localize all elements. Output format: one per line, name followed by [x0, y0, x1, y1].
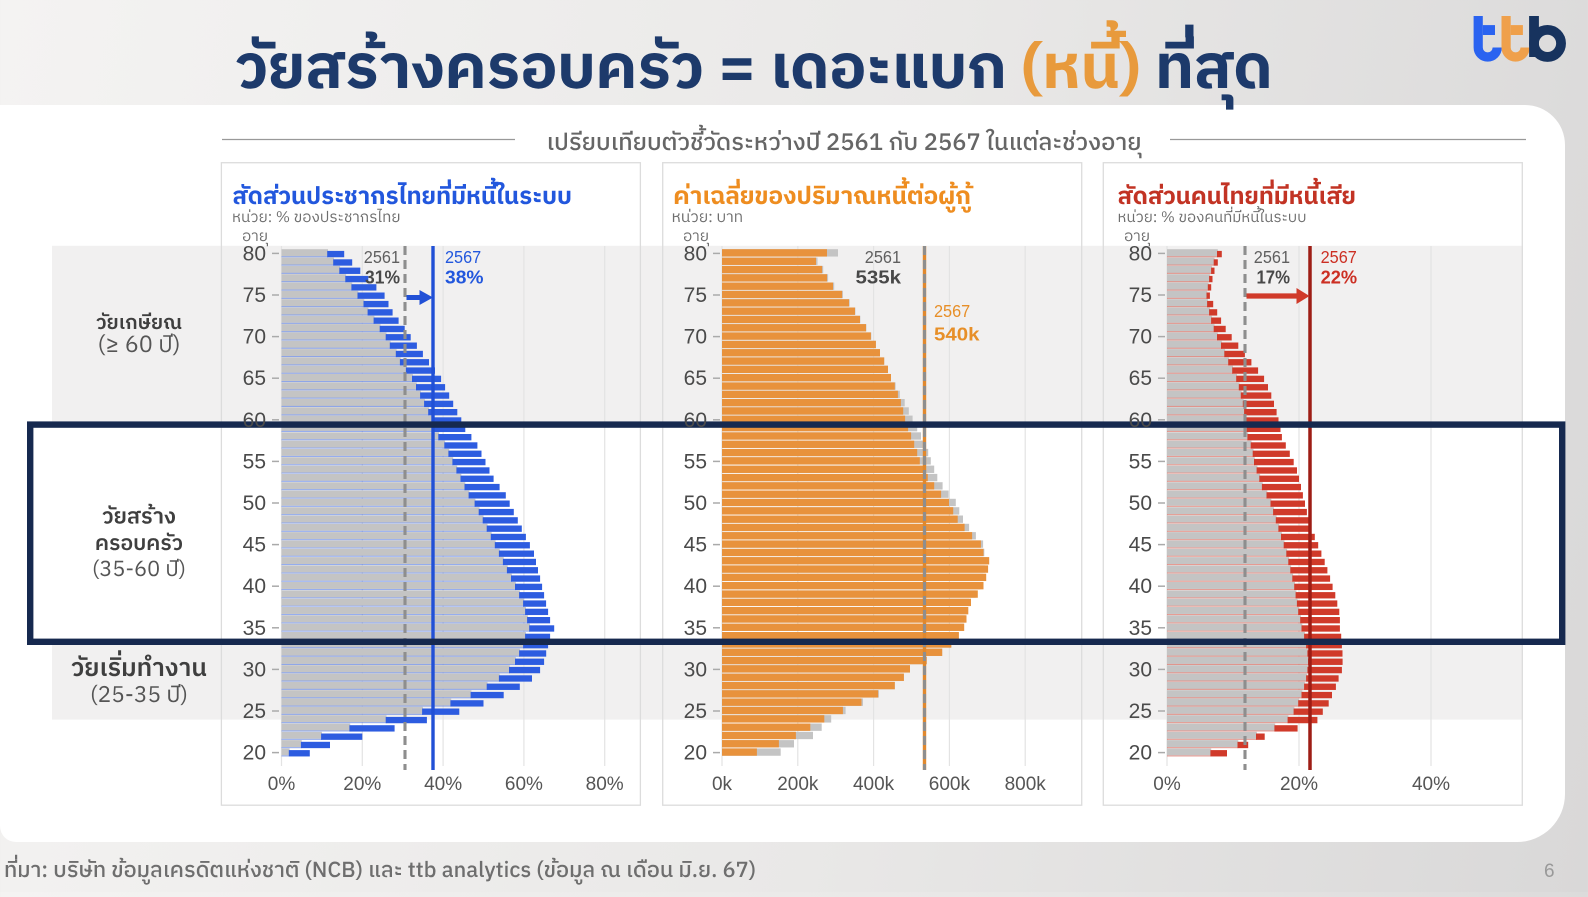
svg-text:2567: 2567 — [1321, 247, 1357, 267]
svg-text:6: 6 — [1544, 861, 1555, 882]
svg-text:30: 30 — [243, 658, 266, 681]
svg-text:75: 75 — [1129, 284, 1152, 307]
svg-text:800k: 800k — [1005, 774, 1047, 795]
svg-text:600k: 600k — [929, 774, 971, 795]
svg-text:25: 25 — [684, 700, 707, 723]
svg-text:2561: 2561 — [865, 247, 901, 267]
svg-text:540k: 540k — [934, 325, 981, 345]
svg-text:2561: 2561 — [1254, 247, 1290, 267]
svg-text:80%: 80% — [586, 774, 624, 795]
svg-text:55: 55 — [684, 450, 707, 473]
svg-text:0k: 0k — [712, 774, 733, 795]
svg-text:38%: 38% — [445, 268, 484, 288]
svg-text:75: 75 — [684, 284, 707, 307]
svg-text:40: 40 — [1129, 575, 1152, 598]
svg-text:2567: 2567 — [445, 247, 481, 267]
svg-text:20: 20 — [684, 742, 707, 765]
svg-text:80: 80 — [243, 242, 266, 265]
svg-text:40: 40 — [684, 575, 707, 598]
svg-text:75: 75 — [243, 284, 266, 307]
svg-text:65: 65 — [243, 367, 266, 390]
svg-text:30: 30 — [684, 658, 707, 681]
svg-text:50: 50 — [243, 492, 266, 515]
svg-text:0%: 0% — [1153, 774, 1181, 795]
svg-text:200k: 200k — [777, 774, 819, 795]
svg-text:65: 65 — [1129, 367, 1152, 390]
svg-text:2561: 2561 — [364, 247, 400, 267]
svg-text:60%: 60% — [505, 774, 543, 795]
svg-text:60: 60 — [684, 409, 707, 432]
svg-text:40: 40 — [243, 575, 266, 598]
svg-text:80: 80 — [1129, 242, 1152, 265]
svg-text:60: 60 — [243, 409, 266, 432]
svg-text:20%: 20% — [343, 774, 381, 795]
svg-text:20: 20 — [243, 742, 266, 765]
svg-text:40%: 40% — [424, 774, 462, 795]
svg-text:60: 60 — [1129, 409, 1152, 432]
svg-text:22%: 22% — [1321, 268, 1358, 288]
svg-text:50: 50 — [684, 492, 707, 515]
svg-text:25: 25 — [243, 700, 266, 723]
svg-text:65: 65 — [684, 367, 707, 390]
svg-text:30: 30 — [1129, 658, 1152, 681]
svg-text:50: 50 — [1129, 492, 1152, 515]
svg-text:0%: 0% — [268, 774, 296, 795]
svg-text:80: 80 — [684, 242, 707, 265]
svg-text:17%: 17% — [1257, 268, 1291, 288]
svg-text:25: 25 — [1129, 700, 1152, 723]
svg-text:70: 70 — [1129, 326, 1152, 349]
svg-text:20%: 20% — [1280, 774, 1318, 795]
svg-text:2567: 2567 — [934, 301, 970, 321]
svg-text:35: 35 — [243, 617, 266, 640]
svg-text:45: 45 — [243, 534, 266, 557]
svg-text:40%: 40% — [1412, 774, 1450, 795]
svg-text:70: 70 — [684, 326, 707, 349]
svg-text:45: 45 — [684, 534, 707, 557]
svg-text:35: 35 — [1129, 617, 1152, 640]
svg-text:70: 70 — [243, 326, 266, 349]
svg-text:55: 55 — [243, 450, 266, 473]
svg-text:31%: 31% — [365, 268, 400, 288]
svg-text:400k: 400k — [853, 774, 895, 795]
svg-text:55: 55 — [1129, 450, 1152, 473]
svg-text:535k: 535k — [856, 268, 903, 288]
svg-text:45: 45 — [1129, 534, 1152, 557]
svg-text:20: 20 — [1129, 742, 1152, 765]
svg-text:35: 35 — [684, 617, 707, 640]
